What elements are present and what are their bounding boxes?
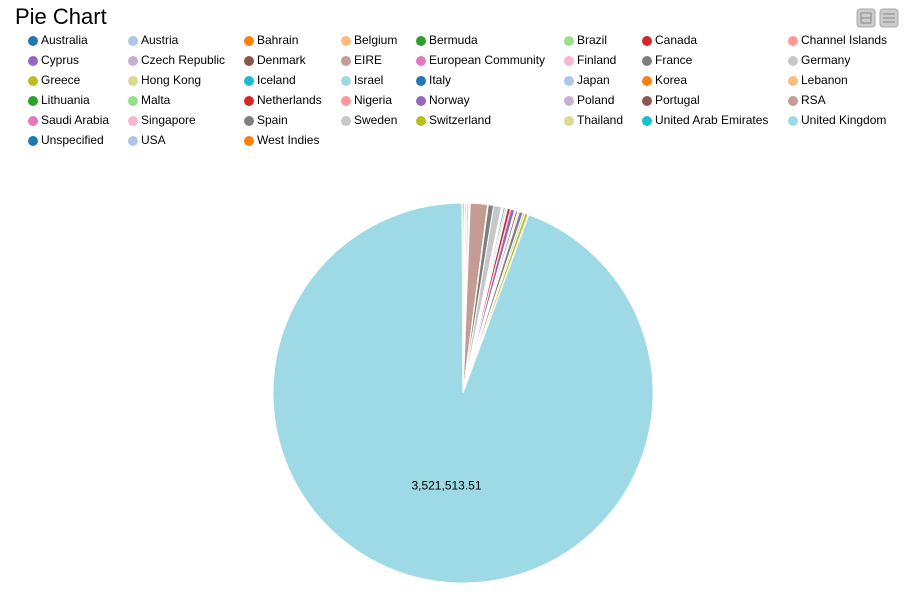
legend-swatch[interactable] bbox=[564, 96, 574, 106]
legend-swatch[interactable] bbox=[642, 76, 652, 86]
legend-label[interactable]: Bahrain bbox=[257, 33, 298, 47]
legend-swatch[interactable] bbox=[244, 136, 254, 146]
legend-swatch[interactable] bbox=[416, 76, 426, 86]
legend-label[interactable]: Denmark bbox=[257, 53, 307, 67]
legend-swatch[interactable] bbox=[244, 36, 254, 46]
legend-label[interactable]: Czech Republic bbox=[141, 53, 225, 67]
legend-swatch[interactable] bbox=[28, 36, 38, 46]
legend-label[interactable]: Italy bbox=[429, 73, 451, 87]
legend-swatch[interactable] bbox=[128, 136, 138, 146]
legend-label[interactable]: Greece bbox=[41, 73, 81, 87]
legend-label[interactable]: Channel Islands bbox=[801, 33, 887, 47]
legend-label[interactable]: Netherlands bbox=[257, 93, 322, 107]
legend-label[interactable]: Cyprus bbox=[41, 53, 79, 67]
legend-swatch[interactable] bbox=[642, 56, 652, 66]
legend-label[interactable]: Lebanon bbox=[801, 73, 848, 87]
legend-label[interactable]: Canada bbox=[655, 33, 697, 47]
legend-label[interactable]: Bermuda bbox=[429, 33, 478, 47]
legend-swatch[interactable] bbox=[28, 136, 38, 146]
legend-swatch[interactable] bbox=[341, 56, 351, 66]
legend-label[interactable]: Saudi Arabia bbox=[41, 113, 109, 127]
legend-label[interactable]: Nigeria bbox=[354, 93, 392, 107]
legend-swatch[interactable] bbox=[244, 116, 254, 126]
legend-label[interactable]: Brazil bbox=[577, 33, 607, 47]
legend-label[interactable]: Norway bbox=[429, 93, 470, 107]
legend-label[interactable]: West Indies bbox=[257, 133, 319, 147]
legend-swatch[interactable] bbox=[788, 36, 798, 46]
legend-swatch[interactable] bbox=[341, 36, 351, 46]
legend-label[interactable]: Lithuania bbox=[41, 93, 90, 107]
legend-swatch[interactable] bbox=[28, 56, 38, 66]
legend-swatch[interactable] bbox=[642, 36, 652, 46]
legend-label[interactable]: USA bbox=[141, 133, 166, 147]
legend-label[interactable]: Austria bbox=[141, 33, 179, 47]
legend-label[interactable]: Iceland bbox=[257, 73, 296, 87]
legend-label[interactable]: RSA bbox=[801, 93, 826, 107]
legend-swatch[interactable] bbox=[788, 116, 798, 126]
legend-label[interactable]: Spain bbox=[257, 113, 288, 127]
legend-swatch[interactable] bbox=[788, 56, 798, 66]
legend-swatch[interactable] bbox=[416, 116, 426, 126]
legend-swatch[interactable] bbox=[341, 96, 351, 106]
legend-label[interactable]: Sweden bbox=[354, 113, 397, 127]
legend-label[interactable]: Korea bbox=[655, 73, 687, 87]
legend-label[interactable]: Belgium bbox=[354, 33, 397, 47]
legend-swatch[interactable] bbox=[416, 96, 426, 106]
toolbar bbox=[857, 9, 898, 27]
legend-swatch[interactable] bbox=[564, 116, 574, 126]
legend-swatch[interactable] bbox=[788, 76, 798, 86]
legend-swatch[interactable] bbox=[642, 116, 652, 126]
legend-swatch[interactable] bbox=[564, 36, 574, 46]
legend-label[interactable]: Unspecified bbox=[41, 133, 104, 147]
legend-label[interactable]: Thailand bbox=[577, 113, 623, 127]
legend-label[interactable]: Malta bbox=[141, 93, 171, 107]
legend-label[interactable]: European Community bbox=[429, 53, 545, 67]
legend-swatch[interactable] bbox=[788, 96, 798, 106]
legend-label[interactable]: United Arab Emirates bbox=[655, 113, 768, 127]
legend-swatch[interactable] bbox=[128, 56, 138, 66]
legend-swatch[interactable] bbox=[244, 56, 254, 66]
legend-swatch[interactable] bbox=[128, 116, 138, 126]
legend-swatch[interactable] bbox=[28, 116, 38, 126]
data-label: 3,521,513.51 bbox=[411, 479, 481, 493]
legend-label[interactable]: Finland bbox=[577, 53, 616, 67]
legend-swatch[interactable] bbox=[244, 76, 254, 86]
legend-swatch[interactable] bbox=[564, 76, 574, 86]
legend-swatch[interactable] bbox=[128, 96, 138, 106]
legend-swatch[interactable] bbox=[128, 76, 138, 86]
legend-label[interactable]: France bbox=[655, 53, 693, 67]
legend-swatch[interactable] bbox=[642, 96, 652, 106]
legend-label[interactable]: Israel bbox=[354, 73, 383, 87]
legend-swatch[interactable] bbox=[341, 76, 351, 86]
legend-label[interactable]: Poland bbox=[577, 93, 614, 107]
legend-label[interactable]: Portugal bbox=[655, 93, 700, 107]
legend-swatch[interactable] bbox=[564, 56, 574, 66]
legend-label[interactable]: Switzerland bbox=[429, 113, 491, 127]
legend-label[interactable]: EIRE bbox=[354, 53, 382, 67]
legend-label[interactable]: Germany bbox=[801, 53, 850, 67]
legend-label[interactable]: Hong Kong bbox=[141, 73, 201, 87]
legend-label[interactable]: Singapore bbox=[141, 113, 196, 127]
legend-label[interactable]: Australia bbox=[41, 33, 88, 47]
legend-swatch[interactable] bbox=[416, 56, 426, 66]
chart-title: Pie Chart bbox=[15, 4, 107, 29]
legend-label[interactable]: Japan bbox=[577, 73, 610, 87]
legend-swatch[interactable] bbox=[416, 36, 426, 46]
legend-swatch[interactable] bbox=[128, 36, 138, 46]
legend-swatch[interactable] bbox=[28, 96, 38, 106]
legend-swatch[interactable] bbox=[28, 76, 38, 86]
legend-swatch[interactable] bbox=[341, 116, 351, 126]
legend-label[interactable]: United Kingdom bbox=[801, 113, 886, 127]
legend-swatch[interactable] bbox=[244, 96, 254, 106]
